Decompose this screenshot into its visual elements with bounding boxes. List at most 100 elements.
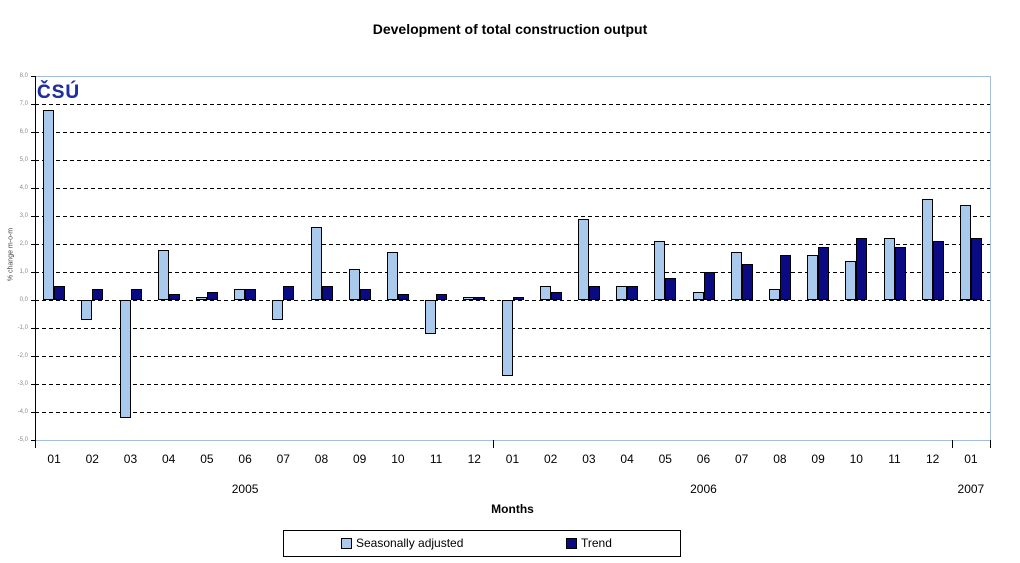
y-axis-tick — [31, 216, 35, 217]
y-tick-label: 4,0 — [19, 185, 28, 191]
bar-seasonally-adjusted — [501, 300, 513, 376]
gridline — [35, 300, 990, 301]
y-axis-tick — [31, 76, 35, 77]
y-axis-tick — [31, 384, 35, 385]
legend-swatch-trend — [566, 538, 577, 549]
bar-seasonally-adjusted — [386, 252, 398, 300]
bar-seasonally-adjusted — [310, 227, 322, 300]
y-tick-label: -1,0 — [17, 325, 28, 331]
category-axis-tick — [951, 440, 953, 448]
bar-trend — [550, 291, 562, 300]
month-label: 12 — [926, 452, 940, 466]
year-label: 2006 — [690, 482, 717, 496]
bar-trend — [741, 263, 753, 300]
month-label: 03 — [582, 452, 596, 466]
y-axis-tick — [31, 160, 35, 161]
month-label: 08 — [314, 452, 329, 466]
y-tick-label: 2,0 — [19, 241, 28, 247]
y-axis-tick — [31, 272, 35, 273]
bar-seasonally-adjusted — [195, 297, 207, 300]
y-axis-tick — [31, 104, 35, 105]
gridline — [35, 188, 990, 189]
gridline — [35, 384, 990, 385]
bar-trend — [359, 288, 371, 300]
bar-seasonally-adjusted — [921, 199, 933, 300]
bar-trend — [92, 288, 104, 300]
bar-seasonally-adjusted — [539, 286, 551, 300]
bar-seasonally-adjusted — [463, 297, 475, 300]
bar-seasonally-adjusted — [730, 252, 742, 300]
gridline — [35, 216, 990, 217]
month-label: 12 — [467, 452, 481, 466]
y-axis-tick — [31, 188, 35, 189]
y-tick-label: -3,0 — [17, 381, 28, 387]
bar-seasonally-adjusted — [272, 300, 284, 320]
y-axis-tick — [31, 300, 35, 301]
year-label: 2007 — [957, 482, 985, 496]
month-label: 07 — [735, 452, 749, 466]
category-axis-tick — [493, 440, 495, 448]
bar-trend — [436, 294, 448, 300]
y-axis-tick — [31, 440, 35, 441]
month-label: 06 — [696, 452, 711, 466]
bar-trend — [283, 286, 295, 300]
month-label: 05 — [658, 452, 672, 466]
bar-trend — [856, 238, 868, 300]
y-axis-tick — [31, 356, 35, 357]
chart-title: Development of total construction output — [372, 21, 648, 37]
bar-seasonally-adjusted — [119, 300, 131, 418]
bar-seasonally-adjusted — [577, 218, 589, 300]
y-tick-label: 3,0 — [19, 213, 28, 219]
month-label: 10 — [849, 452, 863, 466]
month-label: 02 — [85, 452, 99, 466]
bar-trend — [779, 255, 791, 300]
bar-seasonally-adjusted — [768, 288, 780, 300]
bar-seasonally-adjusted — [883, 238, 895, 300]
bar-trend — [54, 286, 66, 300]
month-label: 04 — [162, 452, 176, 466]
bar-seasonally-adjusted — [43, 109, 55, 300]
bar-trend — [588, 286, 600, 300]
bar-seasonally-adjusted — [348, 269, 360, 300]
legend-label-seasonally-adjusted: Seasonally adjusted — [356, 536, 464, 550]
y-axis-title: % change m-o-m — [7, 227, 15, 282]
bar-trend — [703, 272, 715, 300]
bar-trend — [627, 286, 639, 300]
month-label: 06 — [238, 452, 252, 466]
bar-seasonally-adjusted — [425, 300, 437, 334]
bar-trend — [512, 297, 524, 300]
gridline — [35, 132, 990, 133]
month-label: 03 — [123, 452, 138, 466]
bar-seasonally-adjusted — [234, 288, 246, 300]
month-label: 11 — [888, 452, 901, 466]
bar-seasonally-adjusted — [654, 241, 666, 300]
bar-seasonally-adjusted — [845, 260, 857, 300]
y-tick-label: 5,0 — [19, 157, 28, 163]
bar-trend — [818, 246, 830, 300]
y-axis-tick — [31, 244, 35, 245]
month-label: 02 — [544, 452, 558, 466]
month-label: 08 — [773, 452, 787, 466]
gridline — [35, 244, 990, 245]
bar-trend — [168, 294, 180, 300]
y-axis-line — [35, 76, 36, 441]
bar-trend — [206, 291, 218, 300]
month-label: 01 — [47, 452, 61, 466]
bar-trend — [130, 288, 142, 300]
month-label: 05 — [200, 452, 214, 466]
bar-trend — [894, 246, 906, 300]
month-label: 11 — [429, 452, 443, 466]
bar-trend — [932, 241, 944, 300]
csu-logo: ČSÚ — [37, 82, 81, 103]
month-label: 04 — [620, 452, 634, 466]
month-label: 01 — [964, 452, 978, 466]
month-label: 10 — [391, 452, 405, 466]
y-tick-label: 7,0 — [19, 101, 28, 107]
y-tick-label: 8,0 — [19, 73, 28, 79]
bar-trend — [245, 288, 257, 300]
gridline — [35, 328, 990, 329]
category-axis-tick — [35, 440, 36, 448]
y-tick-label: 0,0 — [19, 297, 28, 303]
